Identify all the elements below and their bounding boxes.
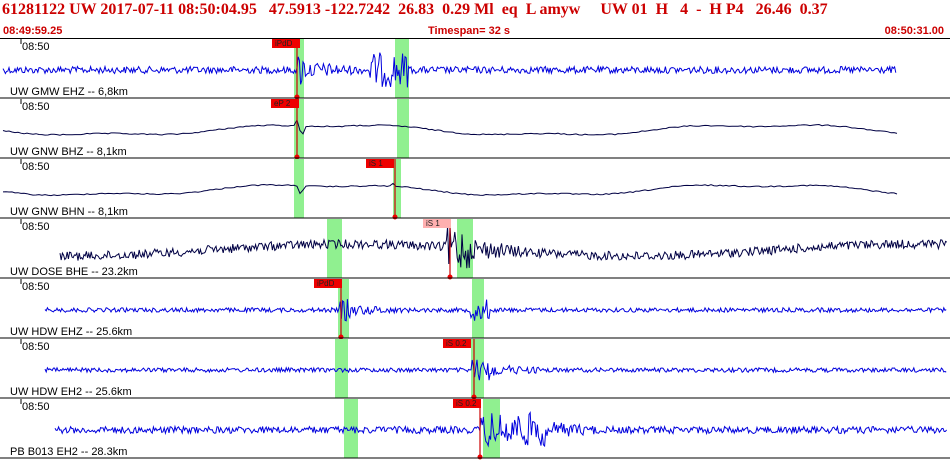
event-summary-line: 61281122 UW 2017-07-11 08:50:04.95 47.59…: [2, 1, 828, 18]
phase-window-highlight: [338, 279, 349, 338]
trace-row[interactable]: eP 2 08:50 UW GNW BHZ -- 8,1km: [0, 99, 950, 160]
trace-time-label: 08:50: [22, 41, 50, 53]
trace-time-label: 08:50: [22, 341, 50, 353]
phase-window-highlight: [395, 39, 409, 98]
station-label: PB B013 EH2 -- 28.3km: [10, 446, 127, 458]
station-label: UW HDW EHZ -- 25.6km: [10, 326, 132, 338]
pick-flag[interactable]: [272, 39, 300, 48]
trace-row[interactable]: iPdD 08:50 UW GMW EHZ -- 6,8km: [0, 39, 950, 100]
trace-row[interactable]: iS 1 08:50 UW DOSE BHE -- 23.2km: [0, 219, 950, 280]
phase-window-highlight: [335, 339, 348, 398]
pick-label: iS 0.2: [446, 339, 467, 348]
station-label: UW GNW BHN -- 8,1km: [10, 206, 128, 218]
pick-marker-dot: [294, 94, 300, 100]
trace-time-label: 08:50: [22, 101, 50, 113]
pick-label: iS 1: [426, 219, 440, 228]
station-label: UW GNW BHZ -- 8,1km: [10, 146, 127, 158]
end-time: 08:50:31.00: [884, 25, 944, 37]
pick-marker-dot: [338, 334, 344, 340]
pick-label: iPdD: [317, 279, 335, 288]
pick-marker-dot: [447, 274, 453, 280]
seismogram-panel[interactable]: iPdD 08:50 UW GMW EHZ -- 6,8km eP 2 08:50 UW …: [0, 38, 950, 460]
trace-row[interactable]: iS 0.2 08:50 UW HDW EH2 -- 25.6km: [0, 339, 950, 400]
pick-marker-dot: [392, 214, 398, 220]
waveform: [54, 411, 947, 448]
waveform: [2, 182, 898, 197]
trace-time-label: 08:50: [22, 161, 50, 173]
trace-time-label: 08:50: [22, 401, 50, 413]
pick-marker-dot: [477, 454, 483, 460]
waveform: [59, 226, 948, 269]
pick-flag[interactable]: [453, 399, 481, 408]
pick-flag[interactable]: [366, 159, 394, 168]
pick-flag[interactable]: [271, 99, 299, 108]
pick-label: iS 0.2: [456, 399, 477, 408]
waveform: [2, 52, 897, 88]
phase-window-highlight: [393, 159, 401, 218]
phase-window-highlight: [397, 99, 409, 158]
phase-window-highlight: [294, 159, 304, 218]
trace-row[interactable]: iPdD 08:50 UW HDW EHZ -- 25.6km: [0, 279, 950, 340]
trace-time-label: 08:50: [22, 281, 50, 293]
waveform: [2, 118, 898, 136]
waveform: [44, 299, 947, 322]
station-label: UW DOSE BHE -- 23.2km: [10, 266, 138, 278]
start-time: 08:49:59.25: [3, 25, 63, 37]
trace-row[interactable]: iS 1 08:50 UW GNW BHN -- 8,1km: [0, 159, 950, 220]
phase-window-highlight: [294, 39, 304, 98]
timespan: Timespan= 32 s: [428, 25, 511, 37]
pick-label: iPdD: [275, 39, 293, 48]
pick-flag[interactable]: [443, 339, 471, 348]
waveform: [44, 359, 947, 381]
pick-flag[interactable]: [314, 279, 342, 288]
pick-label: iS 1: [369, 159, 383, 168]
phase-window-highlight: [327, 219, 342, 278]
station-label: UW HDW EH2 -- 25.6km: [10, 386, 132, 398]
header-bar: 61281122 UW 2017-07-11 08:50:04.95 47.59…: [0, 0, 950, 38]
pick-label: eP 2: [274, 99, 291, 108]
pick-marker-dot: [294, 154, 300, 160]
pick-flag[interactable]: [423, 219, 451, 228]
station-label: UW GMW EHZ -- 6,8km: [10, 86, 128, 98]
trace-row[interactable]: iS 0.2 08:50 PB B013 EH2 -- 28.3km: [0, 399, 950, 460]
trace-time-label: 08:50: [22, 221, 50, 233]
